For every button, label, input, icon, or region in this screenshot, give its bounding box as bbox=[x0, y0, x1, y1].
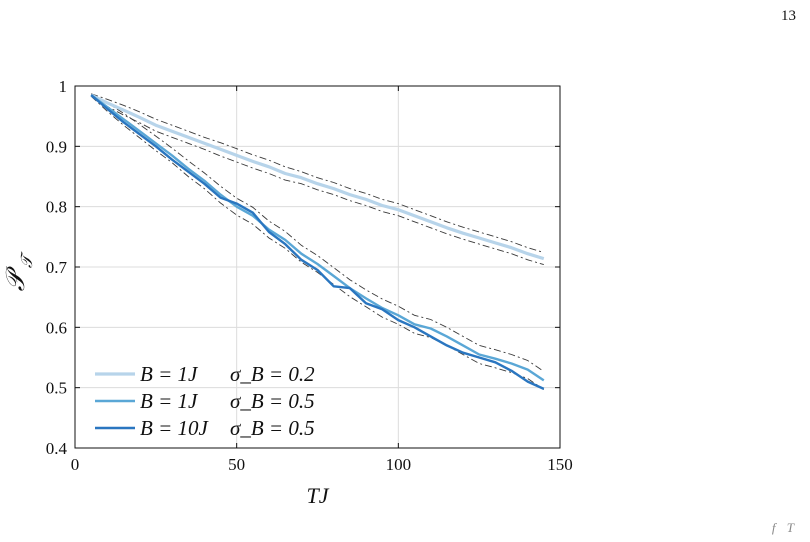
series-line-1 bbox=[90, 93, 545, 261]
y-tick-label: 0.4 bbox=[46, 439, 68, 458]
x-tick-label: 50 bbox=[228, 455, 245, 474]
y-tick-label: 0.9 bbox=[46, 137, 67, 156]
band-line-series-2-upper bbox=[90, 93, 545, 372]
y-tick-label: 0.8 bbox=[46, 198, 67, 217]
svg-text:𝒯: 𝒯 bbox=[19, 251, 36, 268]
legend-sigma-2: σ_B = 0.5 bbox=[230, 389, 315, 413]
x-tick-label: 0 bbox=[71, 455, 80, 474]
page-number: 13 bbox=[781, 8, 796, 24]
legend: B = 1J σ_B = 0.2 B = 1J σ_B = 0.5 B = 10J σ_B… bbox=[95, 362, 315, 440]
svg-text:𝒫: 𝒫 bbox=[1, 265, 30, 291]
x-axis-label: TJ bbox=[307, 483, 330, 508]
series-line-3 bbox=[90, 94, 545, 390]
footer-fragment: f T bbox=[771, 520, 798, 535]
series-lines bbox=[90, 93, 545, 390]
confidence-bands bbox=[90, 93, 545, 390]
x-tick-label: 150 bbox=[547, 455, 573, 474]
legend-label-1: B = 1J bbox=[140, 362, 199, 386]
series-line-2 bbox=[90, 94, 545, 382]
band-line-series-1-lower bbox=[90, 95, 544, 266]
band-line-series-1-upper bbox=[91, 93, 544, 253]
y-axis-label: 𝒫 𝒯 bbox=[1, 251, 36, 291]
y-tick-label: 0.6 bbox=[46, 318, 67, 337]
band-line-series-2-lower bbox=[90, 95, 545, 390]
legend-label-2: B = 1J bbox=[140, 389, 199, 413]
y-axis-ticks: 0.4 0.5 0.6 0.7 0.8 0.9 1 bbox=[46, 77, 560, 458]
legend-sigma-1: σ_B = 0.2 bbox=[230, 362, 315, 386]
legend-sigma-3: σ_B = 0.5 bbox=[230, 416, 315, 440]
legend-label-3: B = 10J bbox=[140, 416, 209, 440]
x-axis-ticks: 0 50 100 150 bbox=[71, 86, 573, 474]
x-tick-label: 100 bbox=[386, 455, 412, 474]
y-tick-label: 0.5 bbox=[46, 379, 67, 398]
y-tick-label: 0.7 bbox=[46, 258, 68, 277]
y-tick-label: 1 bbox=[59, 77, 68, 96]
